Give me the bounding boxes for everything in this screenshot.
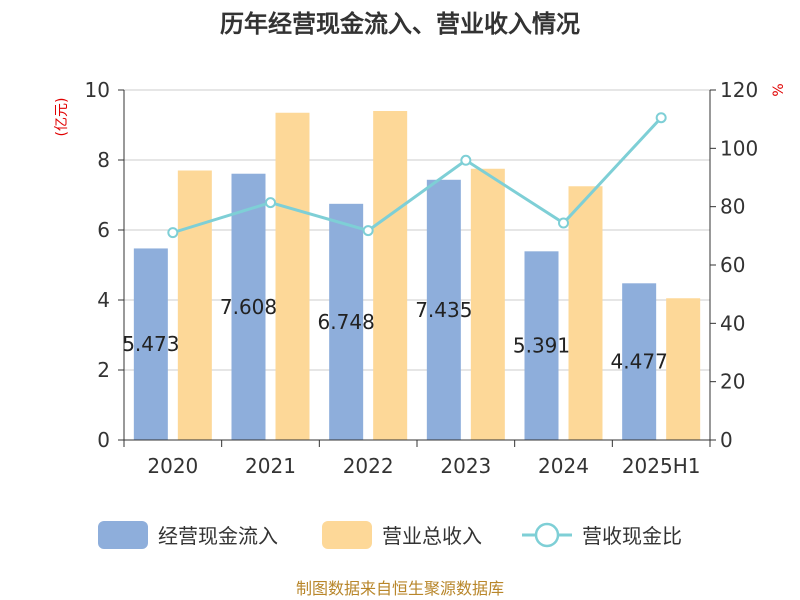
left-axis-unit: (亿元) [54, 98, 70, 137]
bar-revenue [275, 112, 310, 440]
ratio-point [558, 217, 569, 229]
legend-label-revenue: 营业总收入 [382, 524, 482, 548]
data-label-cash-inflow: 7.435 [415, 298, 472, 322]
left-tick-label: 0 [97, 428, 110, 452]
x-tick-label: 2020 [147, 454, 198, 478]
legend-swatch-ratio-marker [534, 522, 560, 548]
left-tick-label: 8 [97, 148, 110, 172]
left-tick-label: 4 [97, 288, 110, 312]
ratio-point [362, 225, 374, 237]
ratio-line [172, 116, 663, 235]
data-label-cash-inflow: 5.473 [122, 332, 179, 356]
ratio-point [460, 154, 472, 166]
bar-cash-inflow [231, 173, 266, 440]
left-tick-label: 6 [97, 218, 110, 242]
right-tick-label: 20 [720, 370, 745, 394]
bar-revenue [568, 186, 603, 440]
right-tick-label: 80 [720, 195, 745, 219]
right-tick-label: 60 [720, 253, 745, 277]
bar-revenue [177, 170, 212, 440]
right-tick-label: 100 [720, 136, 758, 160]
ratio-line-layer [167, 112, 667, 239]
bar-revenue [373, 111, 408, 440]
data-label-cash-inflow: 7.608 [220, 295, 277, 319]
right-axis-unit: % [771, 83, 787, 96]
left-tick-label: 2 [97, 358, 110, 382]
legend-swatch-cash-inflow [98, 521, 148, 549]
x-tick-label: 2022 [343, 454, 394, 478]
right-tick-label: 0 [720, 428, 733, 452]
x-tick-label: 2024 [538, 454, 589, 478]
source-note: 制图数据来自恒生聚源数据库 [296, 579, 504, 598]
bar-revenue [470, 168, 505, 440]
bar-layer [133, 111, 701, 440]
data-labels: 5.473 7.608 6.748 7.435 5.391 4.477 [122, 295, 668, 374]
bar-cash-inflow [329, 203, 364, 440]
grid-lines [124, 89, 710, 371]
bar-cash-inflow [524, 251, 559, 440]
legend-label-ratio: 营收现金比 [582, 524, 682, 548]
right-tick-label: 40 [720, 311, 745, 335]
legend: 经营现金流入 营业总收入 营收现金比 [98, 521, 682, 549]
chart-title: 历年经营现金流入、营业收入情况 [220, 10, 580, 38]
data-label-cash-inflow: 5.391 [513, 334, 570, 358]
x-tick-label: 2025H1 [622, 454, 701, 478]
bar-cash-inflow [133, 248, 168, 440]
bar-revenue [666, 298, 701, 440]
ratio-point [655, 112, 667, 124]
x-tick-label: 2021 [245, 454, 296, 478]
legend-label-cash-inflow: 经营现金流入 [158, 524, 278, 548]
bar-cash-inflow [622, 283, 657, 440]
ratio-point [265, 197, 276, 209]
ratio-point [167, 227, 179, 239]
data-label-cash-inflow: 4.477 [611, 350, 668, 374]
x-tick-label: 2023 [440, 454, 491, 478]
right-tick-label: 120 [720, 78, 758, 102]
left-tick-label: 10 [85, 78, 110, 102]
legend-swatch-revenue [322, 521, 372, 549]
bar-cash-inflow [426, 179, 461, 440]
data-label-cash-inflow: 6.748 [318, 310, 375, 334]
